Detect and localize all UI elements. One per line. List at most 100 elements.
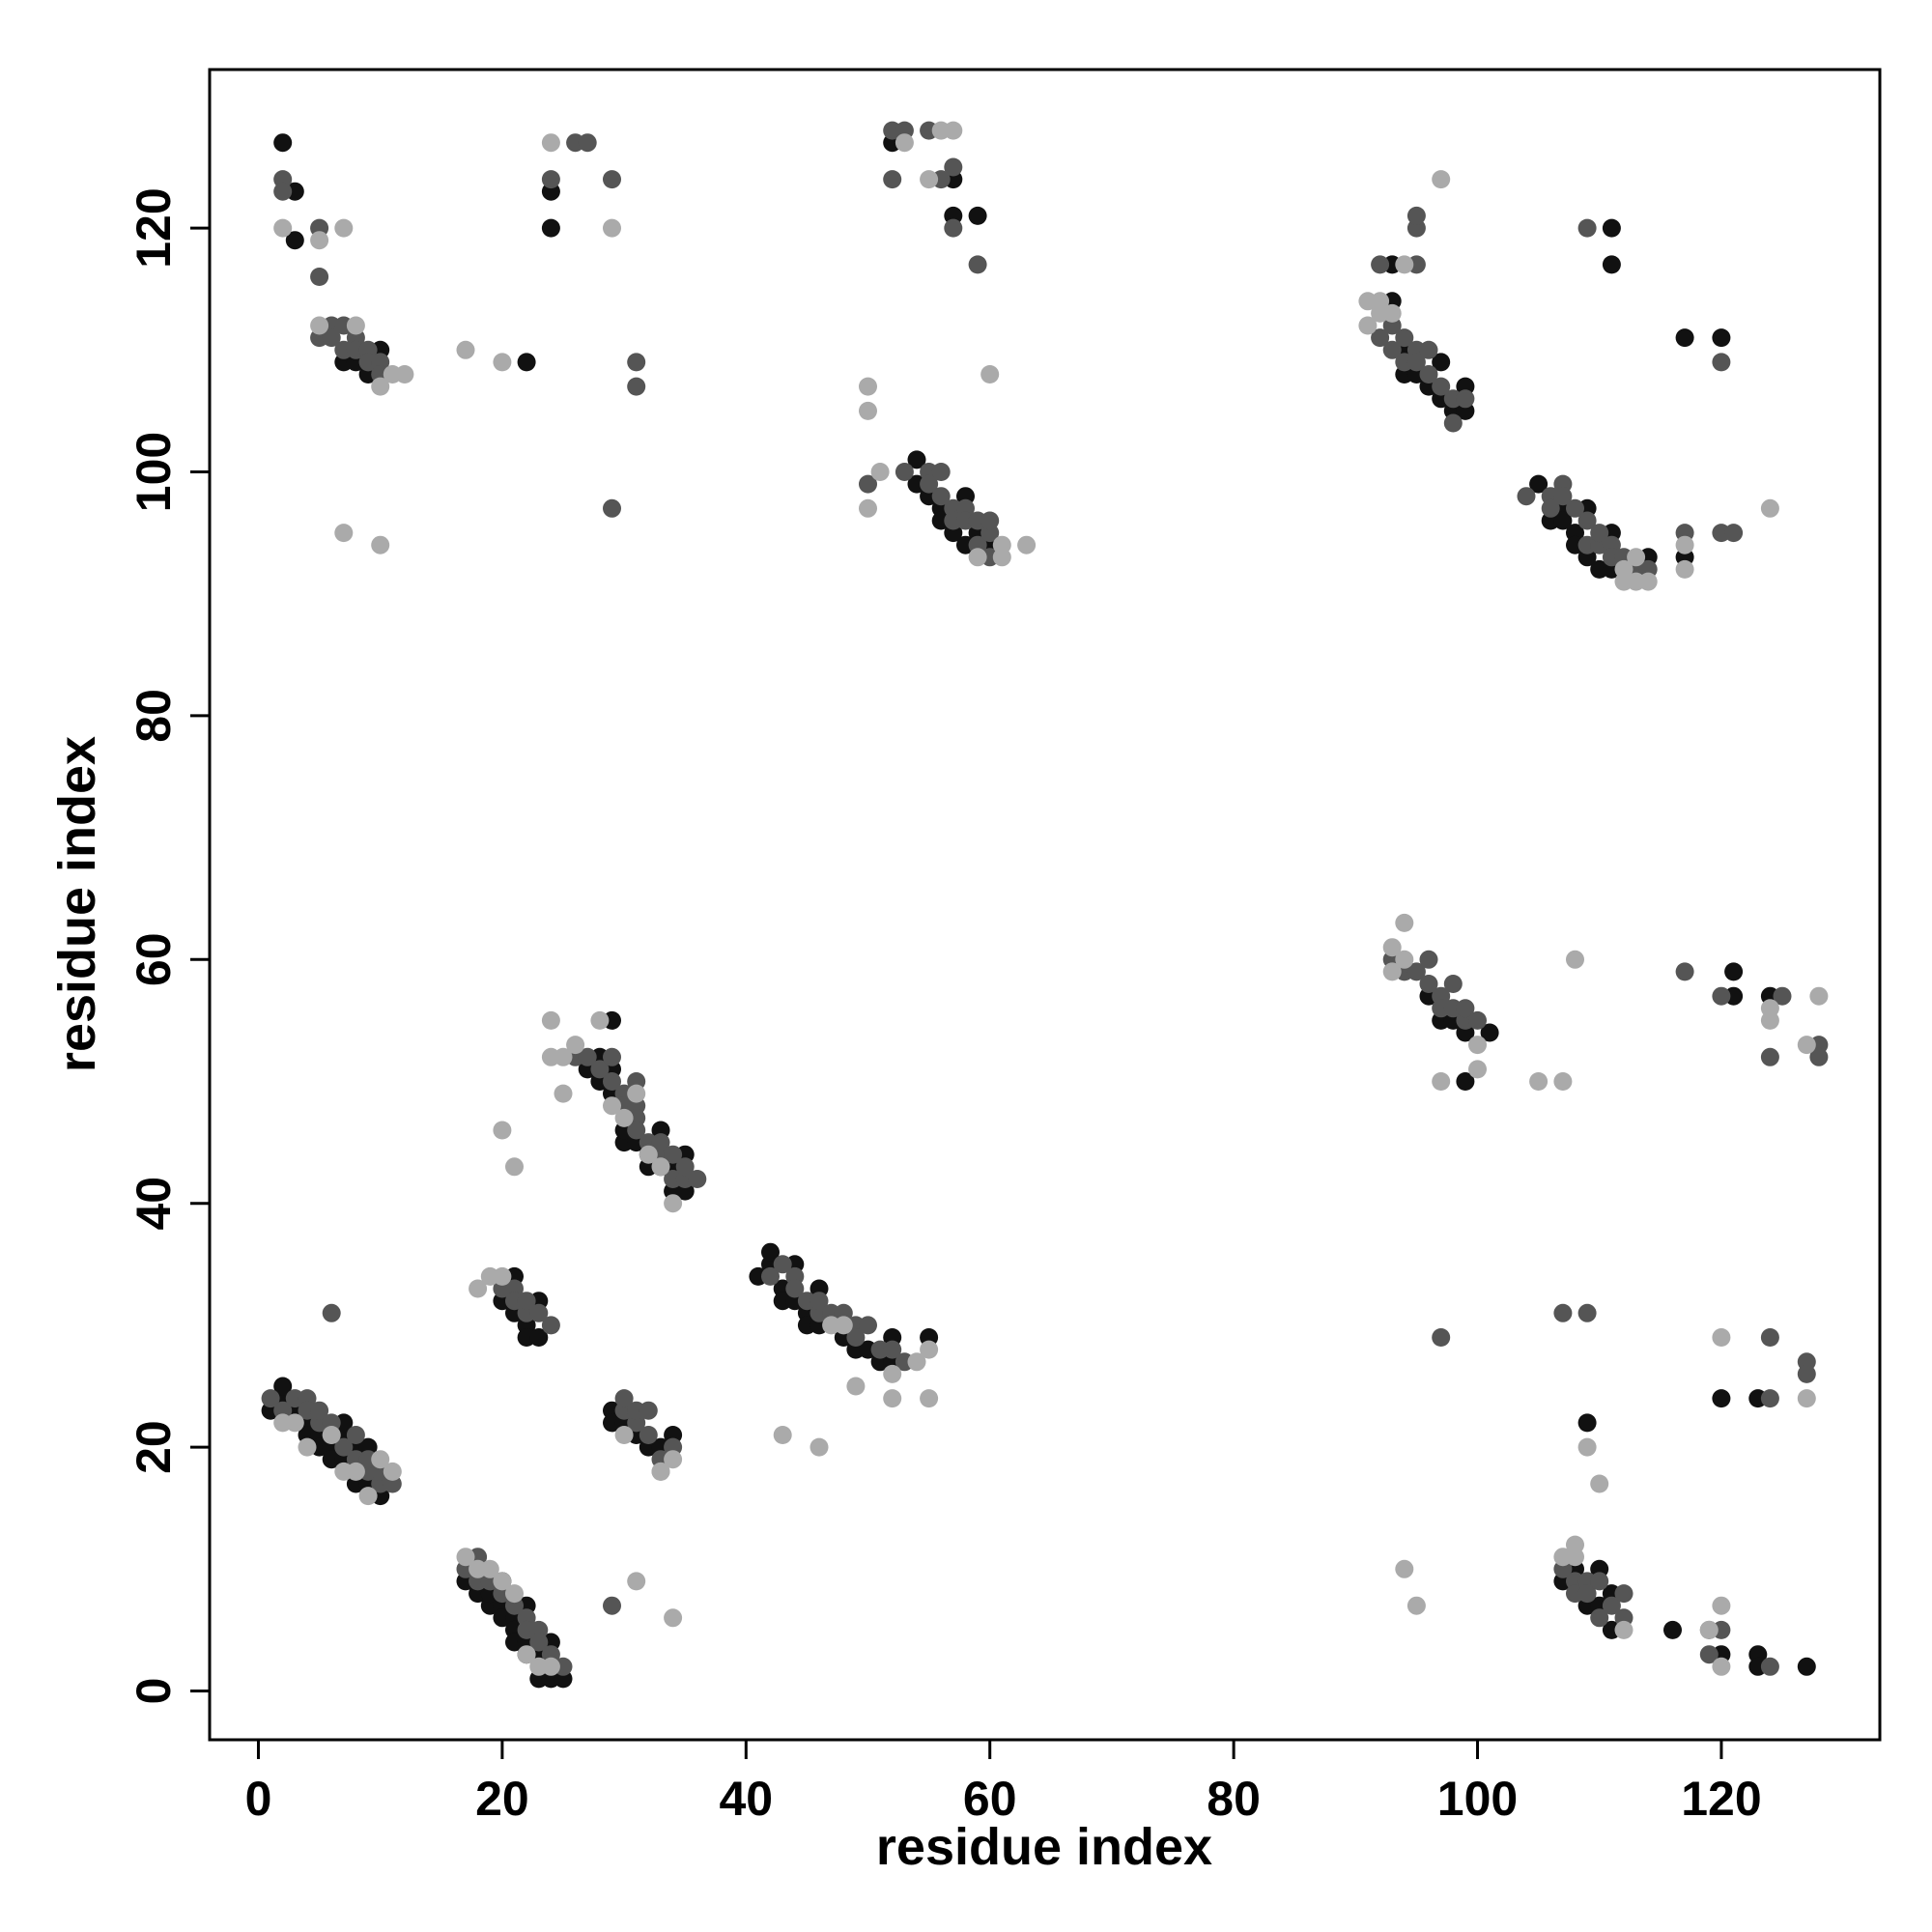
data-point xyxy=(1627,548,1646,567)
data-point xyxy=(846,1377,866,1396)
data-point xyxy=(1395,950,1414,969)
data-point xyxy=(1577,1584,1597,1604)
data-point xyxy=(1797,1389,1816,1408)
data-point xyxy=(371,1450,390,1469)
data-point xyxy=(1529,474,1548,494)
data-point xyxy=(1712,1389,1731,1408)
x-tick-label: 120 xyxy=(1681,1772,1761,1826)
data-point xyxy=(859,474,877,494)
data-point xyxy=(505,1584,524,1604)
data-point xyxy=(1699,1620,1719,1639)
data-point xyxy=(810,1292,829,1311)
data-point xyxy=(614,1426,634,1444)
data-point xyxy=(273,182,293,201)
data-point xyxy=(1577,1413,1597,1433)
data-point xyxy=(1614,1620,1634,1639)
data-point xyxy=(310,316,329,335)
data-point xyxy=(1712,353,1731,372)
data-point xyxy=(664,1450,683,1469)
data-point xyxy=(639,1401,658,1420)
data-point xyxy=(980,511,1000,530)
data-point xyxy=(603,218,621,238)
data-point xyxy=(651,1157,670,1177)
data-point xyxy=(1602,1596,1621,1615)
data-point xyxy=(322,328,341,348)
y-tick-label: 60 xyxy=(127,932,181,986)
data-point xyxy=(310,268,329,286)
data-point xyxy=(1432,353,1451,372)
x-axis: 0 20 40 60 80 100 120 xyxy=(245,1738,1762,1826)
data-point xyxy=(1675,962,1694,981)
data-point xyxy=(517,1292,536,1311)
data-point xyxy=(493,1572,512,1591)
data-point xyxy=(285,1413,304,1433)
data-point xyxy=(1017,535,1037,554)
x-tick-label: 0 xyxy=(245,1772,272,1826)
data-point xyxy=(1395,1559,1414,1578)
data-point xyxy=(614,1389,634,1408)
data-point xyxy=(603,170,621,189)
plot-frame xyxy=(208,68,1882,1742)
data-point xyxy=(273,133,293,153)
data-point xyxy=(859,401,877,420)
data-point xyxy=(334,524,354,543)
data-point xyxy=(1614,1584,1634,1604)
data-point xyxy=(334,1437,354,1457)
data-point xyxy=(383,1462,402,1481)
data-point xyxy=(578,133,597,153)
data-point xyxy=(578,1047,597,1066)
data-point xyxy=(1675,535,1694,554)
x-tick-label: 100 xyxy=(1437,1772,1518,1826)
data-point xyxy=(1443,413,1463,433)
data-point xyxy=(529,1303,549,1322)
y-axis: 0 20 40 60 80 100 120 xyxy=(127,187,212,1704)
data-point xyxy=(1614,559,1634,579)
data-point xyxy=(310,1401,329,1420)
data-point xyxy=(554,1047,573,1066)
data-point xyxy=(1773,986,1792,1006)
data-point xyxy=(1406,1596,1426,1615)
data-point xyxy=(883,1340,902,1359)
data-point xyxy=(1553,511,1573,530)
data-point xyxy=(675,1157,695,1177)
data-point xyxy=(1382,340,1402,359)
data-point xyxy=(273,218,293,238)
data-point xyxy=(1456,1072,1475,1091)
data-point xyxy=(920,170,939,189)
data-point xyxy=(1382,938,1402,957)
data-point xyxy=(883,1389,902,1408)
data-point xyxy=(1553,487,1573,506)
data-point xyxy=(1699,1645,1719,1664)
data-point xyxy=(761,1266,780,1286)
data-point xyxy=(456,340,475,359)
data-point xyxy=(1590,524,1609,543)
data-point xyxy=(1724,962,1744,981)
data-point xyxy=(920,1340,939,1359)
data-point xyxy=(614,1108,634,1127)
data-point xyxy=(944,218,963,238)
data-point xyxy=(1406,206,1426,225)
data-point xyxy=(1577,1437,1597,1457)
data-point xyxy=(566,1036,585,1055)
data-point xyxy=(834,1316,853,1335)
data-point xyxy=(1432,1072,1451,1091)
data-point xyxy=(968,206,987,225)
data-point xyxy=(1432,377,1451,396)
data-point xyxy=(883,170,902,189)
data-point xyxy=(627,1121,646,1140)
data-point xyxy=(346,316,365,335)
data-point xyxy=(920,474,939,494)
data-point xyxy=(1675,559,1694,579)
data-point xyxy=(1760,1328,1779,1347)
data-point xyxy=(1577,1303,1597,1322)
data-point xyxy=(785,1279,805,1298)
data-point xyxy=(944,121,963,140)
y-tick-label: 100 xyxy=(127,432,181,512)
data-point xyxy=(1566,498,1584,518)
data-point xyxy=(627,377,646,396)
data-point xyxy=(346,1426,365,1444)
data-point xyxy=(1419,365,1438,384)
data-point xyxy=(1553,1303,1573,1322)
data-point xyxy=(931,487,951,506)
data-point xyxy=(493,353,512,372)
